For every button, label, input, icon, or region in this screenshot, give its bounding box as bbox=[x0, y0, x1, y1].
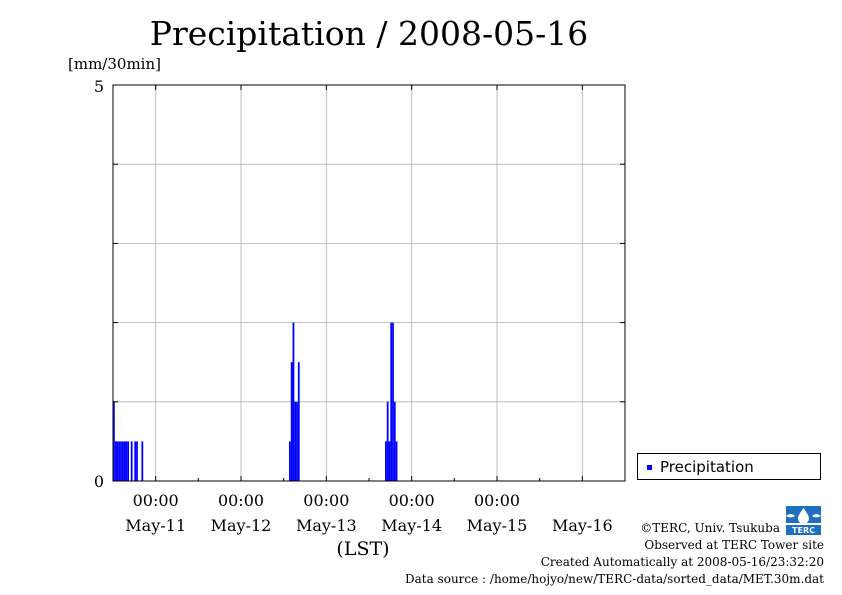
precipitation-bar bbox=[113, 401, 115, 481]
x-tick-date-label: May-14 bbox=[381, 516, 442, 535]
x-tick-time-label: 00:00 bbox=[474, 491, 520, 510]
x-tick-time-label: 00:00 bbox=[218, 491, 264, 510]
precipitation-bar bbox=[395, 441, 398, 481]
precipitation-bar bbox=[123, 441, 126, 481]
precipitation-bar bbox=[386, 401, 389, 481]
precipitation-bar bbox=[297, 362, 300, 481]
bars bbox=[113, 322, 398, 481]
precipitation-bar bbox=[127, 441, 129, 481]
copyright-text: ©TERC, Univ. Tsukuba bbox=[640, 521, 780, 535]
y-tick-label: 0 bbox=[94, 472, 104, 491]
precipitation-bar bbox=[294, 401, 297, 481]
precipitation-bar bbox=[141, 441, 144, 481]
precipitation-bar bbox=[390, 322, 393, 481]
plot-frame bbox=[112, 84, 626, 482]
precipitation-bar bbox=[114, 441, 117, 481]
legend: Precipitation bbox=[637, 453, 821, 480]
precipitation-bar bbox=[136, 441, 138, 481]
axis-labels: 0 5 00:00 00:00 00:00 00:00 00:00 May-11 May-12 M… bbox=[94, 77, 613, 560]
created-text: Created Automatically at 2008-05-16/23:3… bbox=[540, 555, 824, 569]
x-tick-date-label: May-13 bbox=[296, 516, 357, 535]
legend-label: Precipitation bbox=[660, 458, 754, 476]
precipitation-bar bbox=[125, 441, 128, 481]
x-tick-time-label: 00:00 bbox=[133, 491, 179, 510]
x-tick-time-label: 00:00 bbox=[389, 491, 435, 510]
precipitation-bar bbox=[388, 441, 391, 481]
observed-text: Observed at TERC Tower site bbox=[644, 538, 824, 552]
precipitation-bar bbox=[130, 441, 133, 481]
precipitation-bar bbox=[120, 441, 122, 481]
precipitation-bar bbox=[289, 441, 291, 481]
x-tick-time-label: 00:00 bbox=[303, 491, 349, 510]
x-tick-date-label: May-12 bbox=[211, 516, 272, 535]
data-source-text: Data source : /home/hojyo/new/TERC-data/… bbox=[405, 572, 824, 586]
x-tick-date-label: May-16 bbox=[552, 516, 613, 535]
x-tick-date-label: May-15 bbox=[467, 516, 528, 535]
precipitation-bar bbox=[290, 362, 293, 481]
chart-title: Precipitation / 2008-05-16 bbox=[149, 14, 589, 53]
y-tick-label: 5 bbox=[94, 77, 104, 96]
terc-logo-icon: TERC bbox=[783, 503, 824, 537]
precipitation-bar bbox=[292, 322, 295, 481]
precipitation-bar bbox=[116, 441, 119, 481]
ticks bbox=[113, 85, 625, 481]
legend-swatch bbox=[647, 465, 652, 470]
x-tick-date-label: May-11 bbox=[125, 516, 186, 535]
y-axis-unit: [mm/30min] bbox=[68, 55, 161, 73]
precipitation-bar bbox=[392, 322, 394, 481]
precipitation-bar bbox=[385, 441, 387, 481]
precipitation-bar bbox=[393, 401, 396, 481]
precipitation-bar bbox=[296, 401, 298, 481]
precipitation-bar bbox=[134, 441, 137, 481]
grid bbox=[113, 85, 625, 481]
logo-text: TERC bbox=[792, 526, 815, 535]
precipitation-bar bbox=[121, 441, 124, 481]
x-axis-title: (LST) bbox=[336, 538, 389, 560]
precipitation-bar bbox=[118, 441, 121, 481]
